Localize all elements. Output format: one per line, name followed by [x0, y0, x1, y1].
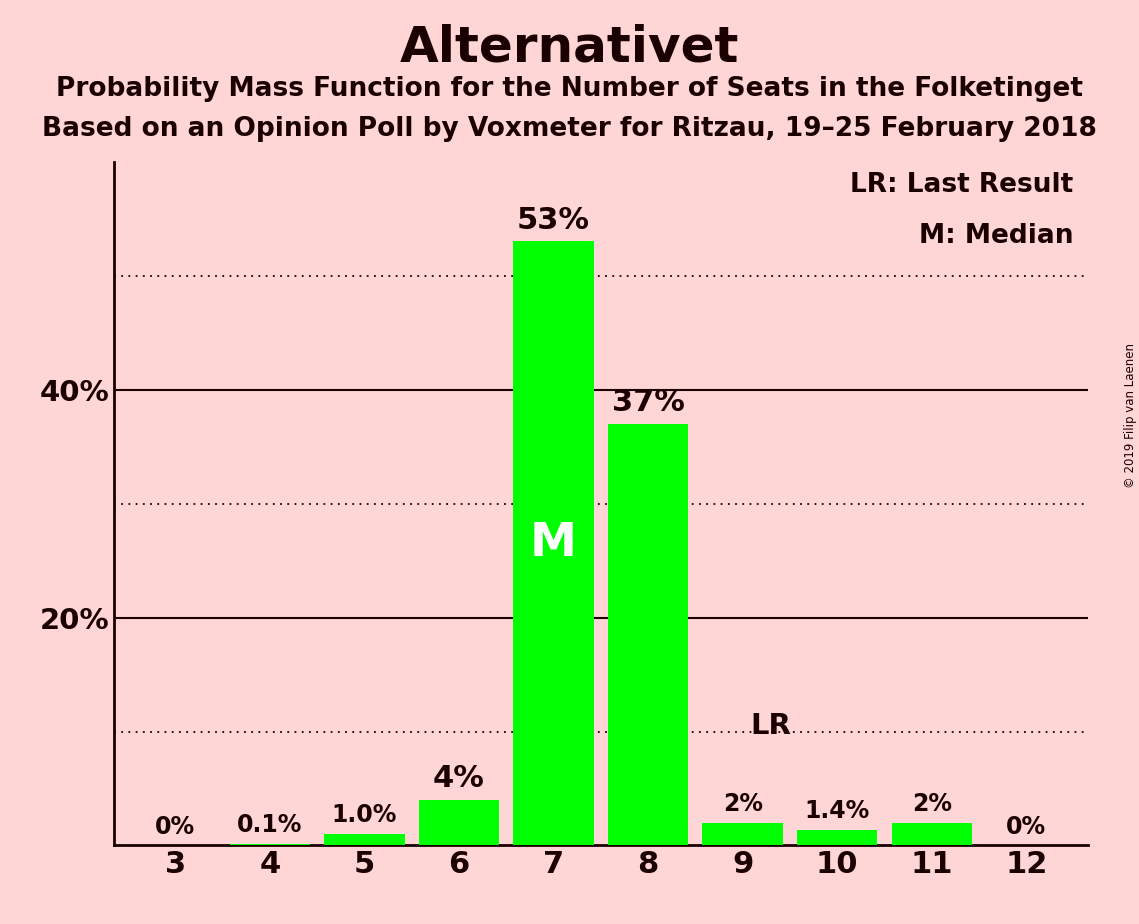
Bar: [892, 822, 972, 845]
Bar: [797, 830, 877, 845]
Text: LR: Last Result: LR: Last Result: [850, 172, 1073, 198]
Text: 4%: 4%: [433, 764, 485, 793]
Text: Probability Mass Function for the Number of Seats in the Folketinget: Probability Mass Function for the Number…: [56, 76, 1083, 102]
Text: 37%: 37%: [612, 388, 685, 417]
Text: M: Median: M: Median: [919, 224, 1073, 249]
Bar: [514, 241, 593, 845]
Bar: [703, 822, 782, 845]
Text: 0%: 0%: [155, 815, 196, 839]
Bar: [325, 834, 404, 845]
Text: Based on an Opinion Poll by Voxmeter for Ritzau, 19–25 February 2018: Based on an Opinion Poll by Voxmeter for…: [42, 116, 1097, 141]
Text: 0%: 0%: [1006, 815, 1047, 839]
Text: M: M: [530, 521, 577, 566]
Text: 1.0%: 1.0%: [331, 803, 398, 827]
Text: 2%: 2%: [911, 792, 952, 816]
Text: 2%: 2%: [722, 792, 763, 816]
Text: Alternativet: Alternativet: [400, 23, 739, 71]
Text: 1.4%: 1.4%: [804, 798, 870, 822]
Text: © 2019 Filip van Laenen: © 2019 Filip van Laenen: [1124, 344, 1137, 488]
Text: LR: LR: [751, 711, 792, 740]
Bar: [608, 424, 688, 845]
Text: 0.1%: 0.1%: [237, 813, 303, 837]
Bar: [419, 800, 499, 845]
Text: 53%: 53%: [517, 206, 590, 235]
